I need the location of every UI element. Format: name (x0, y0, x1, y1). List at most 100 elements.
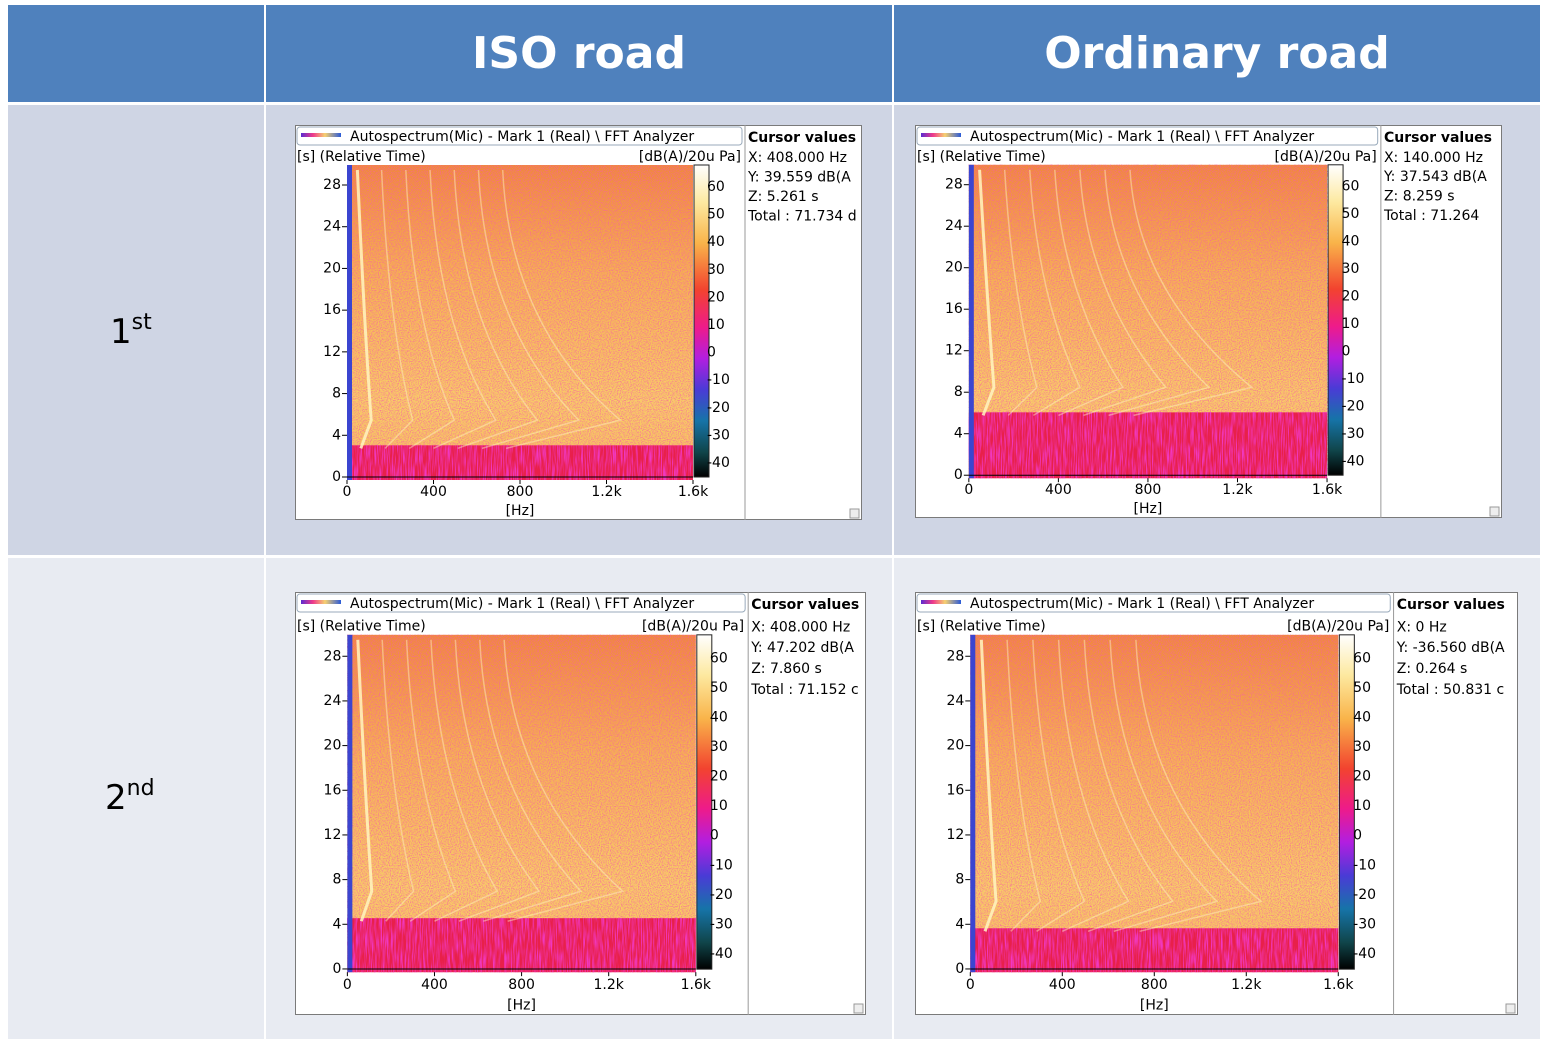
scroll-button (853, 1003, 864, 1014)
cursor-title: Cursor values (748, 130, 856, 146)
colorbar-tick-label: 60 (710, 650, 728, 666)
colorbar-tick-label: -20 (710, 887, 733, 903)
y-tick-label: 12 (324, 827, 342, 843)
colorbar-tick-label: 40 (710, 710, 728, 726)
y-tick-label: 24 (945, 218, 963, 234)
colorbar-tick-label: -30 (710, 916, 733, 932)
colorbar (693, 164, 710, 478)
colorbar (1327, 164, 1344, 476)
harmonic-line (979, 639, 998, 932)
y-tick-label: 12 (323, 344, 341, 360)
legend-swatch (301, 133, 341, 137)
colorbar-tick-label: 30 (1342, 261, 1360, 277)
x-tick-label: 400 (420, 484, 447, 500)
x-label: [Hz] (1134, 501, 1163, 517)
colorbar-tick-label: 60 (1353, 650, 1371, 666)
colorbar-tick-label: 60 (707, 179, 725, 195)
y-tick-label: 28 (945, 177, 963, 193)
y-tick-label: 0 (332, 961, 341, 977)
colorbar (1338, 634, 1355, 970)
x-label: [Hz] (506, 503, 535, 519)
y-tick-label: 24 (324, 693, 342, 709)
colorbar (696, 634, 713, 970)
left-strip (347, 165, 352, 480)
cursor-line: Z: 5.261 s (748, 189, 819, 205)
x-label: [Hz] (507, 997, 536, 1013)
y-unit: [s] (Relative Time) (917, 618, 1046, 634)
y-tick-label: 4 (332, 427, 341, 443)
harmonic-line (1032, 639, 1086, 932)
colorbar-tick-label: -10 (707, 372, 730, 388)
cursor-line: X: 408.000 Hz (751, 619, 850, 635)
colorbar-tick-label: -10 (1353, 857, 1376, 873)
low-band-noise (968, 412, 1328, 479)
left-strip (968, 164, 974, 479)
x-tick-label: 1.6k (1312, 482, 1343, 498)
y-tick-label: 20 (324, 738, 342, 754)
harmonic-line (355, 169, 373, 449)
colorbar-tick-label: -20 (1353, 887, 1376, 903)
cursor-line: X: 408.000 Hz (748, 150, 847, 166)
y-tick-label: 0 (955, 961, 964, 977)
colorbar-tick-label: 40 (1342, 234, 1360, 250)
harmonic-line (380, 169, 414, 449)
cursor-title: Cursor values (751, 597, 859, 613)
colorbar-tick-label: -40 (707, 455, 730, 471)
x-label: [Hz] (1140, 997, 1169, 1013)
spectrogram-noise (970, 634, 1339, 973)
y-tick-label: 24 (323, 219, 341, 235)
harmonic-line (430, 639, 499, 922)
y-tick-label: 16 (945, 301, 963, 317)
x-tick-label: 1.6k (678, 484, 709, 500)
y-tick-label: 12 (945, 343, 963, 359)
y-tick-label: 0 (954, 467, 963, 483)
cursor-line: Total : 71.264 (1383, 208, 1479, 224)
colorbar-tick-label: -40 (1353, 946, 1376, 962)
colorbar-tick-label: 50 (1353, 680, 1371, 696)
y-tick-label: 12 (946, 827, 964, 843)
spectrogram-panel: Autospectrum(Mic) - Mark 1 (Real) \ FFT … (915, 125, 1502, 518)
harmonic-line (1129, 169, 1254, 417)
left-strip (347, 634, 353, 973)
y-tick-label: 16 (946, 782, 964, 798)
y-tick-label: 24 (946, 693, 964, 709)
colorbar-tick-label: 10 (1342, 316, 1360, 332)
x-tick-label: 1.6k (681, 977, 712, 993)
legend-swatch (921, 133, 961, 137)
panel-title: Autospectrum(Mic) - Mark 1 (Real) \ FFT … (350, 596, 694, 612)
harmonic-line (1006, 639, 1042, 932)
colorbar-tick-label: 50 (1342, 206, 1360, 222)
z-unit: [dB(A)/20u Pa] (642, 618, 744, 634)
colorbar-tick-label: -20 (707, 400, 730, 416)
harmonic-line (978, 169, 996, 416)
harmonic-line (1083, 639, 1174, 933)
colorbar-tick-label: 10 (707, 317, 725, 333)
y-tick-label: 0 (332, 469, 341, 485)
scroll-button (1489, 506, 1500, 517)
harmonic-line (1135, 639, 1263, 933)
spectrogram-panel: Autospectrum(Mic) - Mark 1 (Real) \ FFT … (295, 592, 866, 1015)
cursor-line: Z: 0.264 s (1397, 661, 1468, 677)
y-tick-label: 20 (946, 738, 964, 754)
harmonic-line (1079, 169, 1168, 417)
y-tick-label: 4 (954, 426, 963, 442)
harmonic-line (501, 169, 622, 450)
low-band-noise (347, 918, 696, 973)
y-tick-label: 8 (332, 386, 341, 402)
x-tick-label: 0 (966, 977, 975, 993)
cursor-title: Cursor values (1384, 130, 1492, 146)
cursor-line: Y: 47.202 dB(A (750, 640, 854, 656)
x-tick-label: 1.2k (1231, 977, 1262, 993)
colorbar-tick-label: -10 (1342, 371, 1365, 387)
title-box (916, 593, 1391, 613)
colorbar-tick-label: 30 (1353, 739, 1371, 755)
x-tick-label: 0 (343, 484, 352, 500)
x-tick-label: 800 (1141, 977, 1168, 993)
low-band-noise (970, 928, 1339, 973)
harmonic-line (1003, 169, 1038, 416)
y-unit: [s] (Relative Time) (917, 149, 1046, 165)
colorbar-tick-label: -20 (1342, 398, 1365, 414)
x-tick-label: 800 (1135, 482, 1162, 498)
colorbar-tick-label: -10 (710, 857, 733, 873)
cursor-line: X: 0 Hz (1397, 619, 1447, 635)
